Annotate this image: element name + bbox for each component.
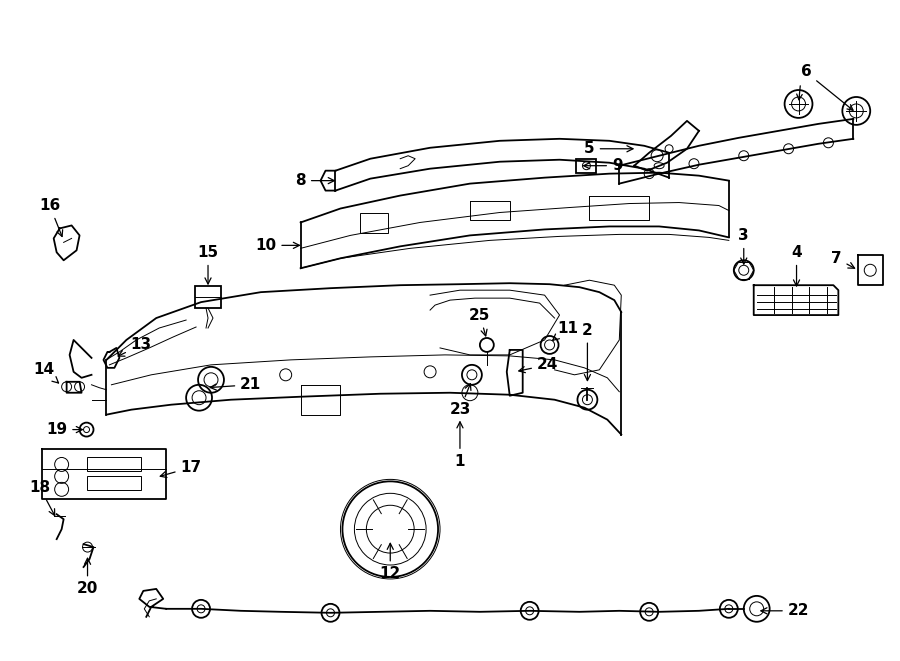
Text: 8: 8 (295, 173, 334, 188)
Text: 17: 17 (160, 460, 202, 477)
Text: 18: 18 (29, 480, 55, 516)
Bar (86, 477, 141, 490)
Text: 20: 20 (76, 559, 98, 596)
Bar (577, 159, 597, 173)
Text: 19: 19 (46, 422, 83, 437)
Text: 24: 24 (518, 358, 558, 373)
Text: 11: 11 (553, 321, 578, 340)
Text: 4: 4 (791, 245, 802, 286)
Text: 1: 1 (454, 422, 465, 469)
Text: 15: 15 (197, 245, 219, 284)
Bar (86, 457, 141, 471)
Text: 25: 25 (469, 307, 491, 336)
Text: 6: 6 (801, 63, 812, 79)
Text: 23: 23 (449, 383, 471, 417)
Text: 12: 12 (380, 543, 400, 582)
Text: 10: 10 (256, 238, 300, 253)
Text: 3: 3 (738, 228, 749, 264)
Bar (195, 286, 221, 308)
Text: 21: 21 (211, 377, 262, 392)
Text: 5: 5 (584, 141, 633, 156)
Text: 13: 13 (118, 337, 152, 356)
Text: 9: 9 (583, 158, 623, 173)
Text: 7: 7 (831, 251, 855, 268)
Text: 14: 14 (33, 362, 58, 383)
Text: 16: 16 (39, 198, 63, 237)
Text: 2: 2 (582, 323, 593, 381)
Text: 22: 22 (760, 603, 809, 618)
Bar (360, 214, 388, 233)
